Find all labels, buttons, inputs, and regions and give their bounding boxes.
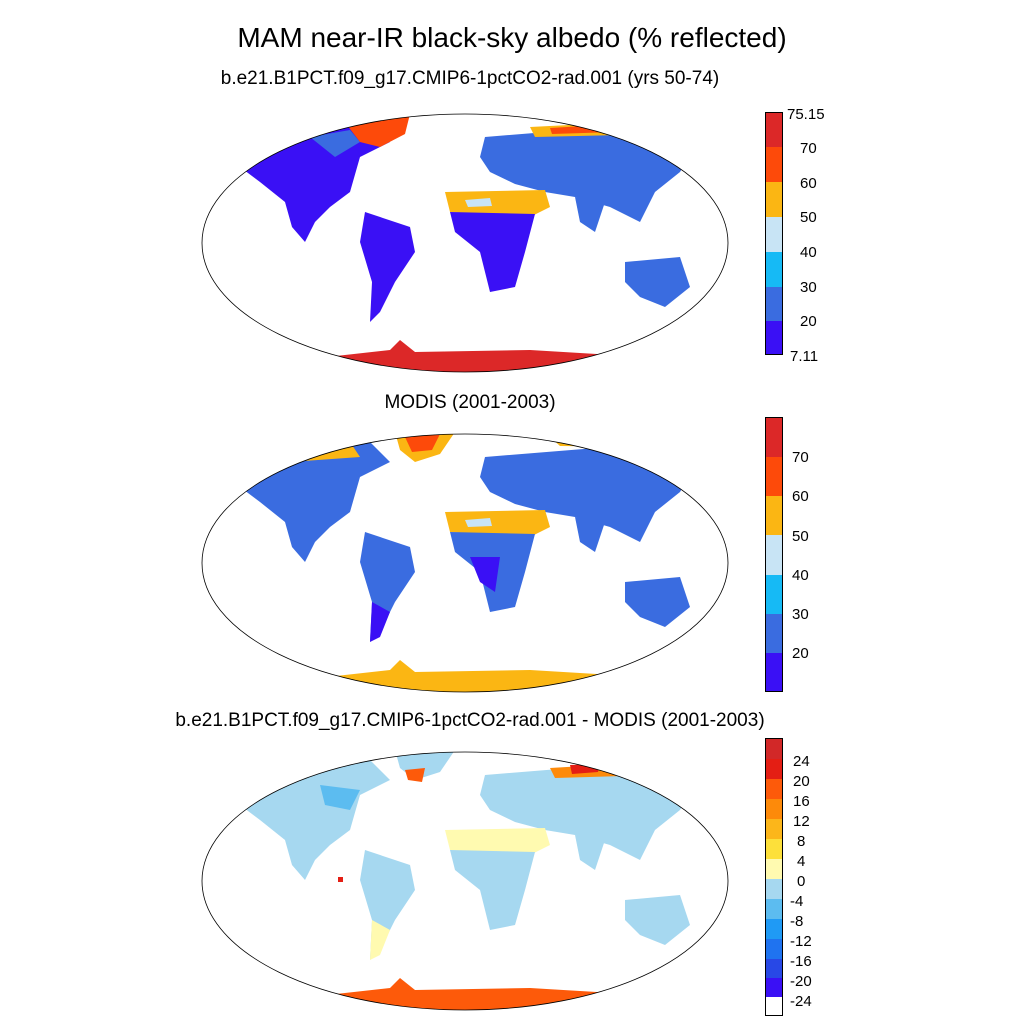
panel1-tick: 60 — [800, 175, 817, 192]
panel3-title: b.e21.B1PCT.f09_g17.CMIP6-1pctCO2-rad.00… — [175, 710, 765, 731]
panel3-tick: -16 — [790, 953, 812, 970]
panel3-tick: 24 — [793, 753, 810, 770]
panel1-map — [201, 113, 729, 373]
panel2-title: MODIS (2001-2003) — [384, 392, 556, 413]
panel3-map — [201, 751, 729, 1011]
panel3-tick: -24 — [790, 993, 812, 1010]
panel3-tick: -12 — [790, 933, 812, 950]
panel1-tick: 50 — [800, 209, 817, 226]
panel2-tick: 20 — [792, 645, 809, 662]
panel2-colorbar — [765, 417, 783, 692]
panel2-map — [201, 433, 729, 693]
panel3-tick: 16 — [793, 793, 810, 810]
panel3-tick: 20 — [793, 773, 810, 790]
panel3-tick: -20 — [790, 973, 812, 990]
panel3-tick: -8 — [790, 913, 804, 930]
panel3-tick: 0 — [797, 873, 806, 890]
panel1-tick: 20 — [800, 313, 817, 330]
panel1-tick: 75.15 — [787, 106, 825, 123]
panel2-tick: 70 — [792, 449, 809, 466]
panel2-tick: 50 — [792, 528, 809, 545]
panel2-tick: 30 — [792, 606, 809, 623]
panel1-colorbar — [765, 112, 783, 355]
panel1-tick: 7.11 — [790, 348, 819, 365]
panel1-tick: 30 — [800, 279, 817, 296]
figure-title: MAM near-IR black-sky albedo (% reflecte… — [237, 22, 787, 53]
panel1-title: b.e21.B1PCT.f09_g17.CMIP6-1pctCO2-rad.00… — [220, 68, 720, 89]
panel1-tick: 70 — [800, 140, 817, 157]
panel3-tick: 12 — [793, 813, 810, 830]
panel3-tick: 4 — [797, 853, 806, 870]
panel3-colorbar — [765, 738, 783, 1016]
panel3-tick: 8 — [797, 833, 806, 850]
panel2-tick: 60 — [792, 488, 809, 505]
panel2-tick: 40 — [792, 567, 809, 584]
panel1-tick: 40 — [800, 244, 817, 261]
panel3-tick: -4 — [790, 893, 804, 910]
